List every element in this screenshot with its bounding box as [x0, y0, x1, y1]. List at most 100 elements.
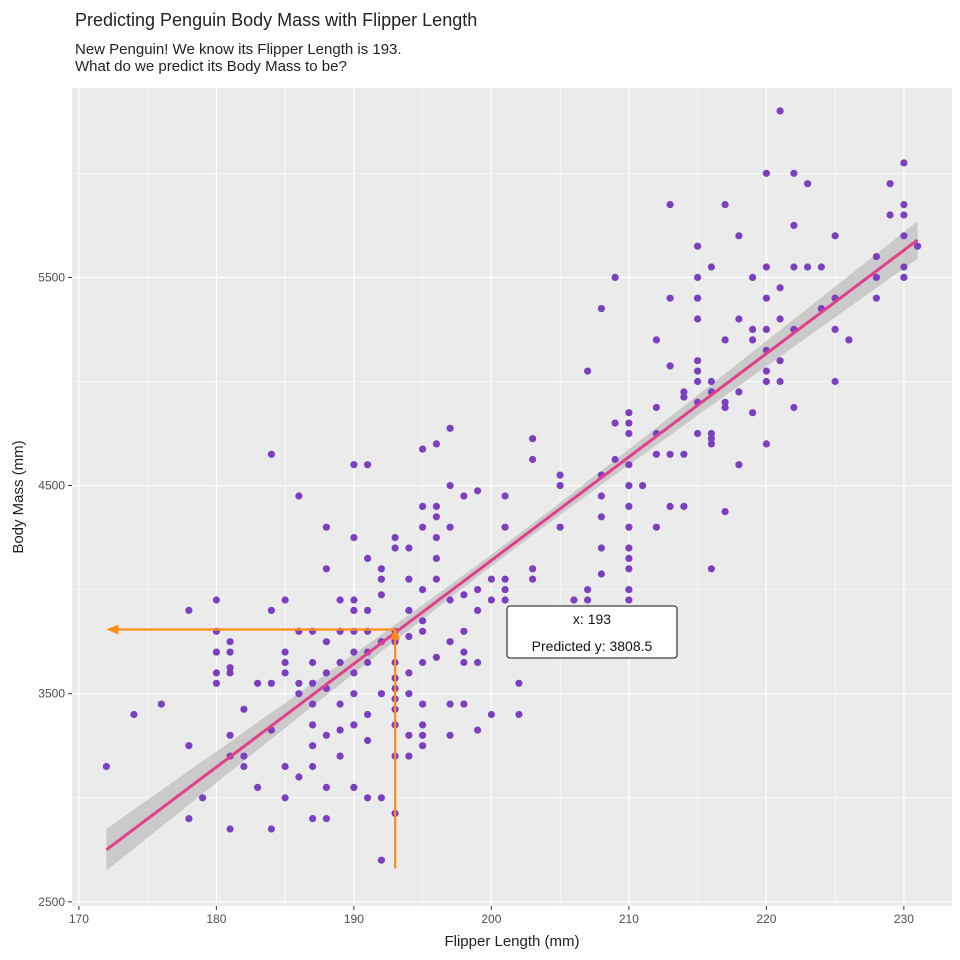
data-point [185, 742, 193, 750]
chart-subtitle-line-2: What do we predict its Body Mass to be? [75, 58, 347, 75]
data-point [474, 606, 482, 615]
data-point [762, 263, 771, 271]
data-point [419, 721, 427, 729]
data-point [529, 455, 537, 464]
data-point [625, 565, 633, 573]
data-point [749, 336, 757, 344]
data-point [776, 107, 784, 115]
data-point [762, 440, 771, 448]
major-gridlines [72, 88, 952, 906]
data-point [501, 492, 509, 500]
data-point [625, 419, 633, 427]
data-point [694, 242, 702, 250]
annotation-x-label: x: 193 [573, 611, 611, 627]
data-point [267, 606, 275, 615]
data-point [721, 508, 729, 516]
data-point [391, 534, 399, 542]
x-tick-label: 220 [756, 912, 776, 926]
data-point [240, 752, 248, 760]
data-point [666, 201, 674, 209]
data-point [377, 575, 385, 583]
data-point [446, 523, 454, 531]
data-point [749, 273, 757, 281]
data-point [446, 638, 454, 646]
data-point [432, 554, 440, 563]
data-point [254, 679, 262, 687]
data-point [432, 513, 440, 521]
data-point [625, 429, 633, 438]
data-point [322, 565, 330, 573]
data-point [350, 783, 358, 792]
y-tick-label: 4500 [38, 479, 65, 493]
data-point [474, 586, 482, 594]
x-tick-label: 210 [619, 912, 639, 926]
data-point [749, 325, 757, 333]
data-point [749, 409, 757, 417]
data-point [405, 606, 413, 615]
data-point [377, 794, 385, 802]
data-point [267, 825, 275, 833]
data-point [707, 440, 716, 448]
data-point [776, 284, 784, 292]
data-point [597, 513, 606, 521]
data-point [405, 669, 413, 677]
data-point [790, 169, 798, 177]
data-point [790, 263, 798, 271]
data-point [625, 409, 633, 417]
prediction-arrows [106, 624, 401, 869]
data-point [886, 211, 894, 219]
data-point [721, 336, 729, 344]
data-point [570, 596, 578, 604]
data-point [474, 658, 482, 667]
data-point [625, 502, 633, 510]
data-point [515, 679, 523, 687]
data-point [419, 523, 427, 531]
data-point [652, 336, 661, 344]
data-point [501, 523, 509, 531]
data-point [212, 648, 220, 656]
data-point [309, 742, 317, 750]
chart-subtitle-line-1: New Penguin! We know its Flipper Length … [75, 41, 402, 58]
data-point [900, 232, 908, 240]
data-point [460, 627, 468, 635]
data-point [281, 762, 289, 771]
data-point [515, 710, 523, 719]
data-point [707, 429, 716, 438]
data-point [694, 273, 702, 281]
data-point [295, 492, 303, 500]
data-point [762, 294, 771, 302]
data-point [309, 762, 317, 771]
data-point [804, 263, 812, 271]
data-point [226, 648, 234, 656]
data-point [474, 487, 482, 495]
data-point [336, 752, 344, 760]
data-point [281, 794, 289, 802]
data-point [680, 388, 688, 396]
data-point [762, 377, 771, 386]
data-point [419, 502, 427, 510]
data-point [680, 450, 688, 458]
annotation-box [506, 605, 678, 659]
data-point [226, 669, 234, 677]
data-point [501, 575, 509, 583]
data-point [240, 705, 248, 713]
data-point [762, 367, 771, 375]
data-point [419, 617, 427, 625]
data-point [309, 721, 317, 729]
data-point [460, 648, 468, 656]
data-point [666, 362, 674, 370]
data-point [487, 575, 495, 583]
data-point [350, 721, 358, 729]
data-point [350, 606, 358, 615]
data-point [666, 502, 674, 510]
data-point [281, 596, 289, 604]
data-point [914, 242, 922, 250]
data-point [405, 731, 413, 739]
data-point [405, 575, 413, 583]
data-point [350, 534, 358, 542]
data-point [597, 544, 606, 552]
data-point [872, 294, 881, 302]
data-point [721, 398, 729, 406]
data-point [336, 700, 344, 708]
